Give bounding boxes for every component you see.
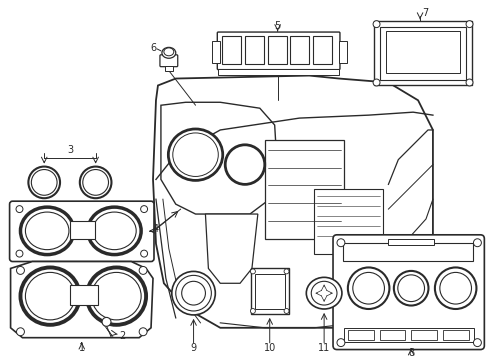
Bar [264,140,343,239]
Bar [267,36,286,64]
Bar [338,41,346,63]
Bar [347,330,373,339]
Text: 8: 8 [407,347,413,357]
Ellipse shape [336,339,344,347]
Ellipse shape [17,328,24,336]
Bar [342,243,472,261]
Ellipse shape [139,328,147,336]
Ellipse shape [28,167,60,198]
Ellipse shape [86,267,146,325]
Bar [314,189,383,253]
Text: 11: 11 [317,343,329,352]
Ellipse shape [372,21,379,28]
Text: 2: 2 [119,331,125,341]
Ellipse shape [162,48,175,58]
Polygon shape [11,261,153,338]
Text: 5: 5 [274,21,280,31]
Ellipse shape [141,250,147,257]
Ellipse shape [250,269,255,274]
Bar [442,330,468,339]
FancyBboxPatch shape [160,55,177,67]
FancyBboxPatch shape [332,235,483,350]
Ellipse shape [172,133,218,176]
Bar [290,36,308,64]
Ellipse shape [284,309,288,314]
Polygon shape [161,102,277,214]
FancyBboxPatch shape [217,32,339,69]
Ellipse shape [82,170,108,195]
Bar [70,285,98,305]
Ellipse shape [16,206,23,212]
Ellipse shape [465,21,472,28]
Text: 4: 4 [153,224,159,234]
Ellipse shape [305,277,341,309]
Text: 3: 3 [67,145,73,155]
Bar [70,221,95,239]
Ellipse shape [175,275,211,311]
Ellipse shape [171,271,215,315]
Bar [343,328,473,342]
Ellipse shape [139,266,147,274]
Bar [379,330,405,339]
Ellipse shape [168,129,223,180]
Bar [218,69,338,75]
Ellipse shape [225,145,264,184]
Text: 7: 7 [421,8,427,18]
Ellipse shape [347,267,388,309]
Bar [410,330,436,339]
Ellipse shape [93,212,136,249]
Text: 6: 6 [150,43,156,53]
Ellipse shape [372,79,379,86]
Bar [222,36,241,64]
Ellipse shape [284,269,288,274]
Ellipse shape [250,309,255,314]
Bar [373,21,471,85]
Ellipse shape [87,207,141,255]
Bar [387,239,433,245]
Bar [313,36,331,64]
Bar [244,36,263,64]
Bar [380,27,465,80]
Ellipse shape [163,48,173,56]
Ellipse shape [352,273,384,304]
Ellipse shape [141,206,147,212]
Ellipse shape [91,273,141,320]
Bar [164,66,172,71]
Text: 1: 1 [79,343,85,352]
Ellipse shape [472,339,480,347]
Text: 9: 9 [190,343,196,352]
Ellipse shape [336,239,344,247]
Ellipse shape [80,167,111,198]
Ellipse shape [182,281,205,305]
Ellipse shape [393,271,427,306]
Ellipse shape [20,207,74,255]
Ellipse shape [16,250,23,257]
Ellipse shape [434,267,475,309]
Ellipse shape [465,79,472,86]
Polygon shape [153,76,432,328]
Ellipse shape [25,212,69,249]
Bar [212,41,220,63]
Ellipse shape [439,273,470,304]
Text: 10: 10 [263,343,275,352]
Bar [386,31,459,73]
Polygon shape [205,214,257,283]
Ellipse shape [311,281,336,305]
Ellipse shape [17,266,24,274]
Ellipse shape [397,275,424,302]
Bar [250,269,288,314]
Bar [254,274,284,309]
Ellipse shape [25,273,75,320]
Ellipse shape [31,170,57,195]
Ellipse shape [20,267,80,325]
Ellipse shape [472,239,480,247]
Ellipse shape [102,318,111,326]
FancyBboxPatch shape [10,201,154,261]
